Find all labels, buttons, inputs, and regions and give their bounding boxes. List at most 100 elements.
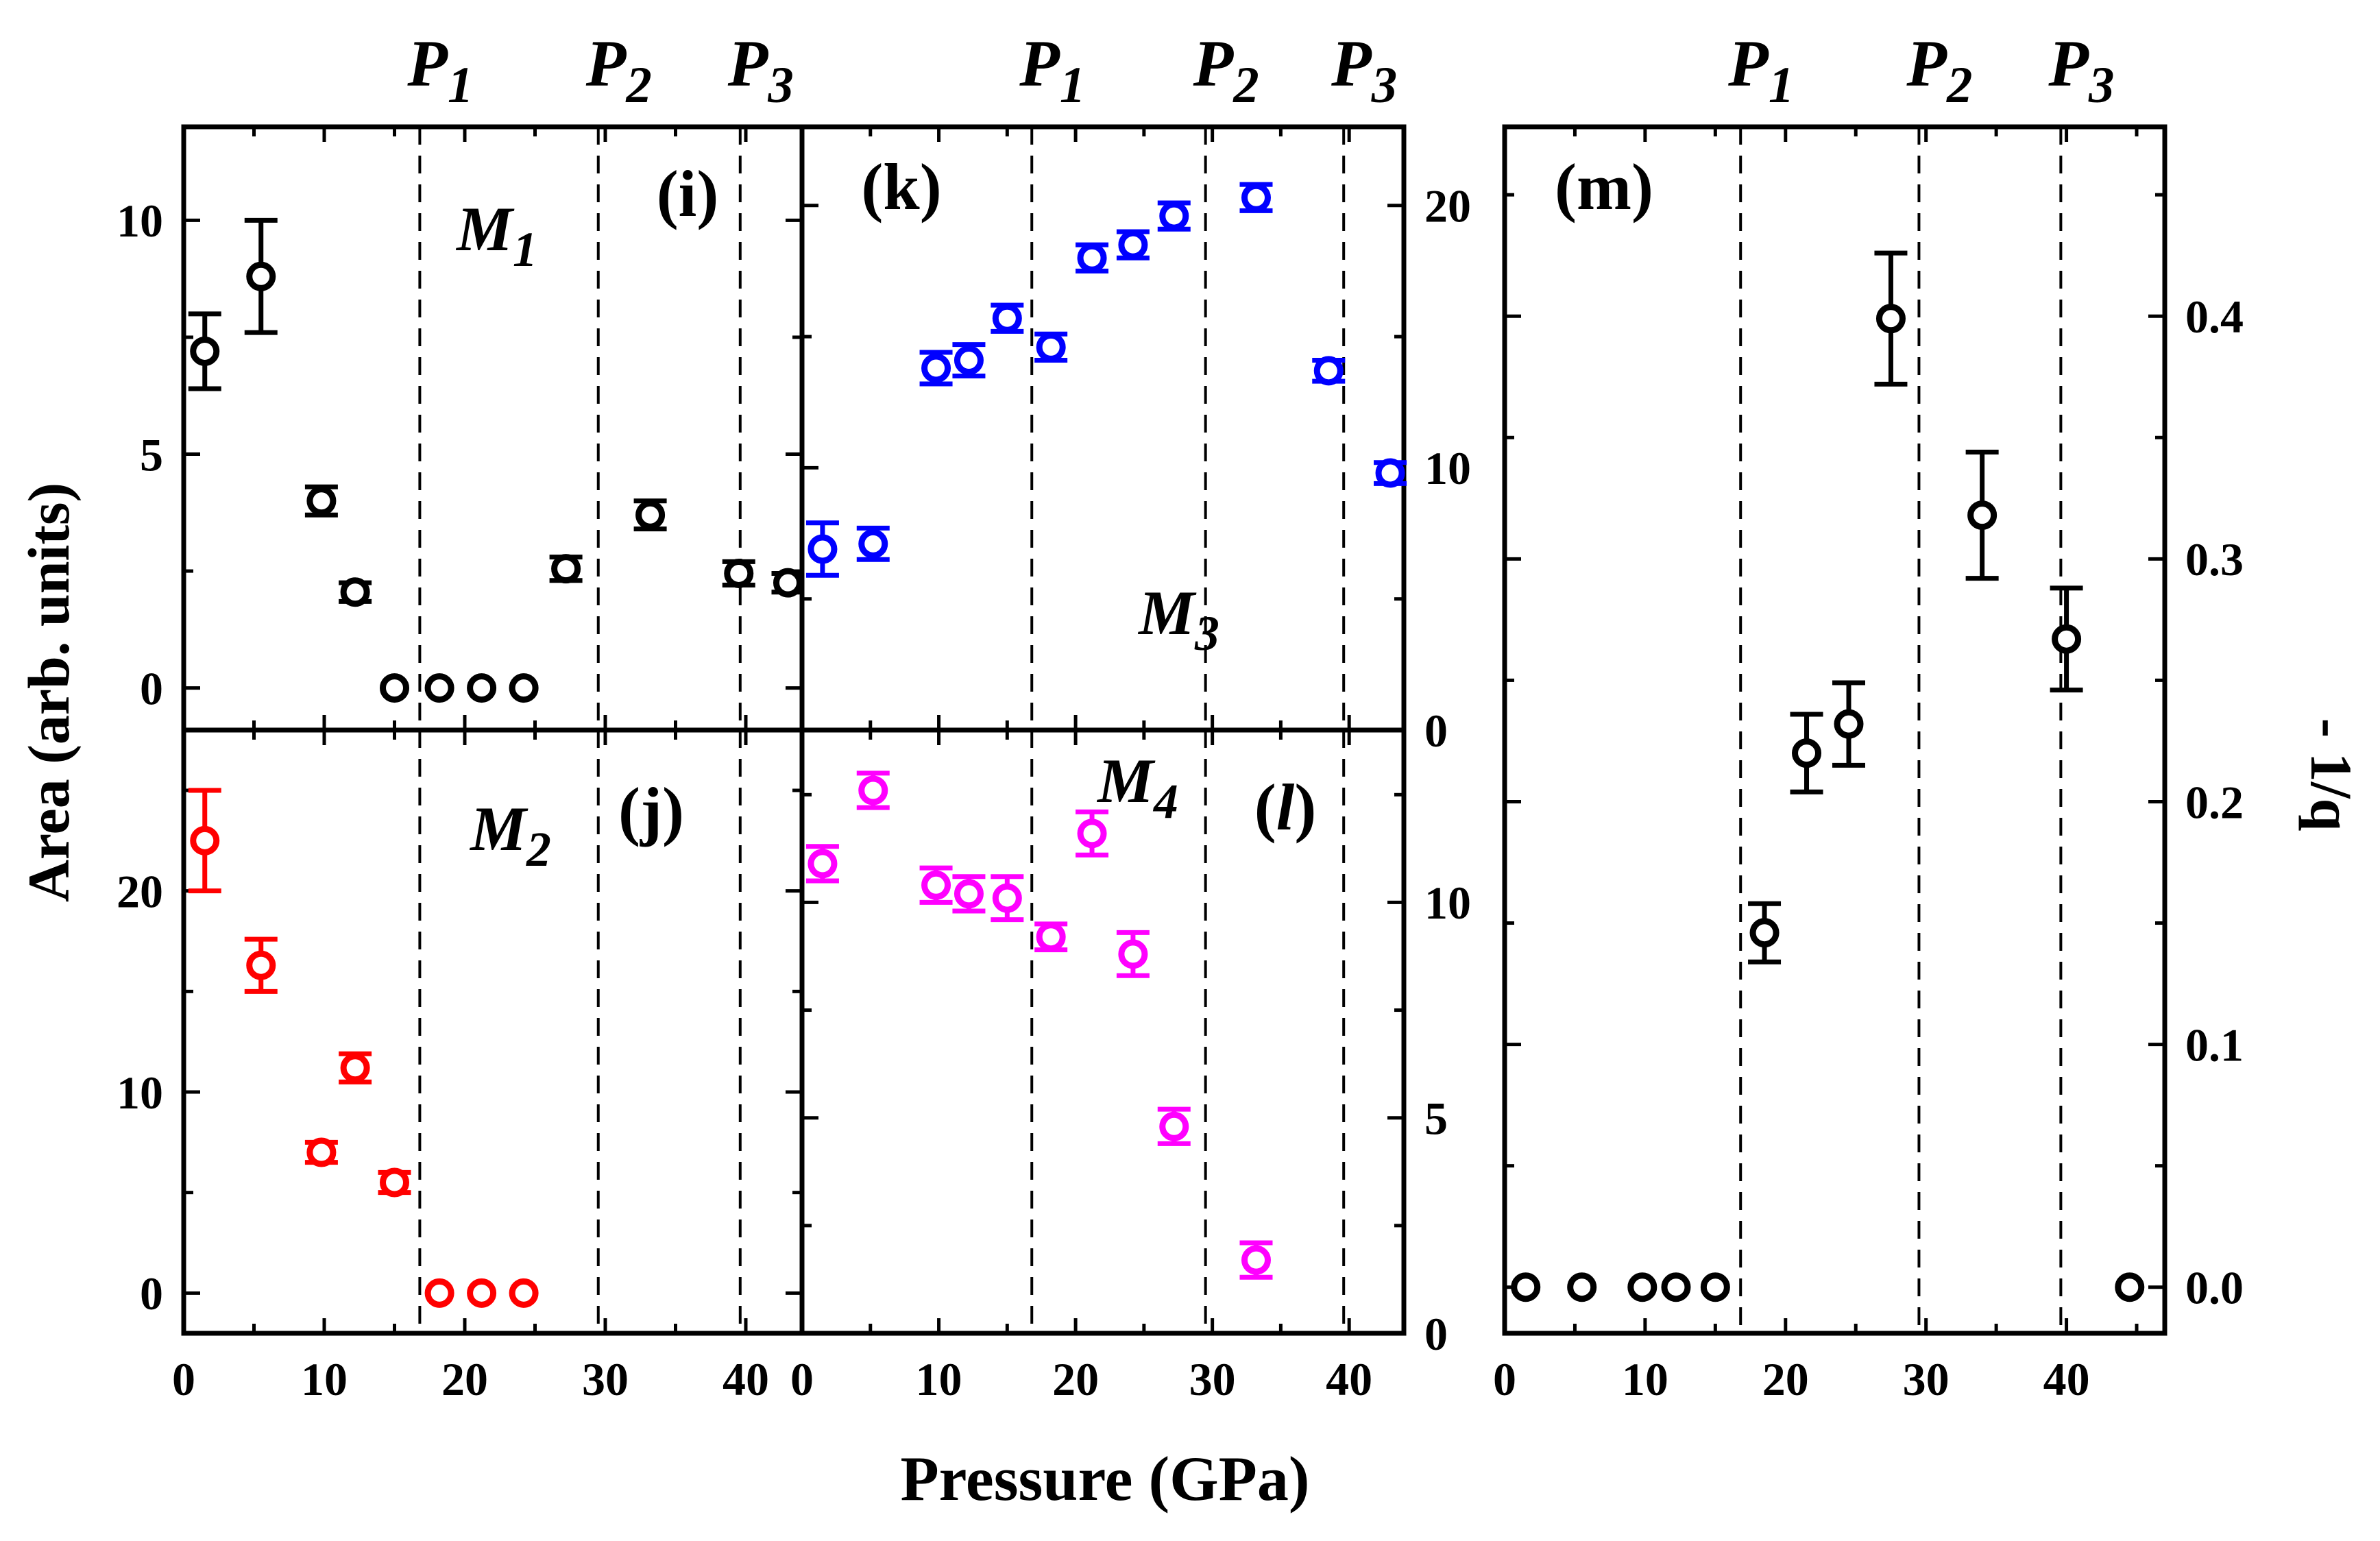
data-point — [991, 302, 1024, 334]
marker — [1749, 918, 1780, 948]
x-tick-label: 20 — [1762, 1353, 1809, 1405]
marker — [858, 775, 888, 805]
marker — [858, 529, 888, 559]
marker — [424, 1278, 454, 1308]
marker — [1077, 243, 1107, 273]
data-point — [1157, 200, 1191, 232]
marker — [246, 261, 276, 291]
x-tick-label: 0 — [172, 1353, 195, 1405]
marker — [306, 486, 337, 516]
data-point — [991, 874, 1024, 923]
marker — [954, 345, 984, 376]
panel-k: 0 10 20 (k) M3 — [800, 127, 1471, 757]
x-tick-label: 40 — [722, 1353, 769, 1405]
pressure-marker-p2: P2 — [1906, 27, 1972, 114]
chart-marks: 0 5 10 (i) M1 0 10 20 30 40 0 10 20 (j) M2 0 10 20 (k) M3 0 1… — [117, 27, 2244, 1405]
data-point — [1700, 1272, 1730, 1302]
marker — [306, 1137, 337, 1167]
data-point — [378, 1167, 411, 1198]
marker — [1567, 1272, 1597, 1302]
marker — [509, 1278, 539, 1308]
data-point — [919, 350, 953, 387]
data-point — [1661, 1272, 1691, 1302]
marker — [340, 577, 370, 607]
panel-frame-m — [1502, 124, 2168, 1336]
marker — [2052, 624, 2082, 654]
data-point — [509, 1278, 539, 1308]
marker — [551, 554, 581, 584]
marker — [921, 870, 951, 900]
data-point — [1116, 930, 1150, 978]
panel-frame-l — [799, 727, 1407, 1336]
pressure-marker-p1: P1 — [1727, 27, 1794, 114]
y-tick-label: 0.3 — [2185, 533, 2244, 585]
data-point — [1790, 712, 1823, 794]
data-point — [1312, 356, 1346, 386]
marker — [1375, 458, 1405, 488]
y-tick-label: 0.0 — [2185, 1262, 2244, 1314]
data-point — [2050, 585, 2083, 693]
marker — [340, 1053, 370, 1083]
panel-l: 0 10 20 30 40 0 5 10 (l) M4 — [790, 730, 1471, 1405]
marker — [1313, 356, 1344, 386]
data-point — [1627, 1272, 1657, 1302]
data-point — [424, 673, 454, 703]
panel-frames — [181, 124, 2168, 1336]
panel-label: (j) — [618, 774, 684, 847]
x-axis-title: Pressure (GPa) — [900, 1444, 1309, 1514]
marker — [1036, 922, 1066, 952]
panel-label: (i) — [657, 157, 719, 230]
marker — [1159, 1111, 1189, 1141]
y-tick-label: 10 — [1424, 442, 1471, 494]
data-point — [722, 558, 755, 588]
marker — [992, 303, 1022, 333]
pressure-marker-p3: P3 — [1331, 27, 1397, 114]
data-point — [805, 520, 839, 578]
marker — [1077, 818, 1107, 849]
marker — [1792, 738, 1822, 768]
pressure-marker-p1: P1 — [1019, 27, 1085, 114]
data-point — [633, 498, 667, 532]
y-axis-title-right: - 1/q — [2298, 718, 2364, 832]
marker — [1875, 304, 1906, 334]
data-point — [1874, 250, 1908, 387]
data-point — [244, 217, 278, 335]
data-point — [1076, 809, 1109, 858]
marker — [424, 673, 454, 703]
marker — [380, 673, 409, 703]
marker — [1627, 1272, 1657, 1302]
marker — [1036, 332, 1066, 362]
data-point — [1034, 331, 1068, 363]
data-point — [244, 936, 278, 994]
data-point — [380, 673, 409, 703]
pressure-marker-p2: P2 — [585, 27, 652, 114]
data-point — [1034, 921, 1068, 953]
data-point — [467, 673, 497, 703]
data-point — [919, 865, 953, 905]
marker — [467, 1278, 497, 1308]
marker — [921, 353, 951, 383]
mode-label: M1 — [455, 194, 537, 277]
x-tick-label: 30 — [1189, 1353, 1236, 1405]
data-point — [304, 484, 338, 518]
data-point — [771, 568, 805, 598]
panel-label: (l) — [1254, 770, 1317, 844]
marker — [1967, 500, 1997, 531]
pressure-marker-p3: P3 — [727, 27, 794, 114]
marker — [773, 568, 803, 598]
data-point — [952, 342, 986, 378]
data-point — [549, 554, 583, 584]
marker — [190, 336, 220, 366]
y-tick-label: 0.2 — [2185, 776, 2244, 828]
y-tick-label: 10 — [117, 195, 163, 247]
marker — [1159, 201, 1189, 231]
x-tick-label: 10 — [916, 1353, 962, 1405]
x-tick-label: 20 — [441, 1353, 488, 1405]
y-tick-label: 0.4 — [2185, 291, 2244, 343]
y-tick-label: 10 — [1424, 877, 1471, 929]
marker — [1834, 709, 1864, 739]
data-point — [1239, 1240, 1273, 1280]
marker — [246, 950, 276, 980]
panel-j: 0 10 20 30 40 0 10 20 (j) M2 — [117, 730, 802, 1405]
